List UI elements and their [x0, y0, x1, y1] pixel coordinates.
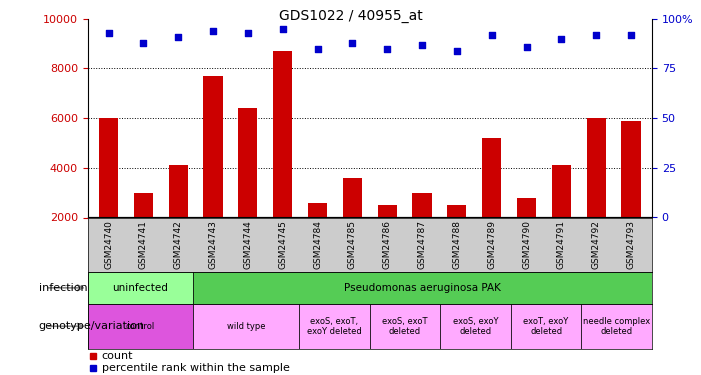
Bar — [587, 118, 606, 267]
Text: needle complex
deleted: needle complex deleted — [583, 316, 651, 336]
Bar — [308, 202, 327, 267]
Text: percentile rank within the sample: percentile rank within the sample — [102, 363, 290, 374]
Text: infection: infection — [39, 283, 87, 293]
Text: GSM24787: GSM24787 — [418, 220, 426, 269]
Point — [312, 46, 323, 52]
Point — [103, 30, 114, 36]
Bar — [88, 304, 193, 349]
Bar — [440, 304, 511, 349]
Bar — [343, 178, 362, 267]
Bar — [238, 108, 257, 267]
Text: GSM24784: GSM24784 — [313, 220, 322, 269]
Bar — [88, 272, 193, 304]
Text: GSM24789: GSM24789 — [487, 220, 496, 269]
Bar — [370, 304, 440, 349]
Text: exoS, exoT,
exoY deleted: exoS, exoT, exoY deleted — [307, 316, 362, 336]
Bar — [447, 205, 466, 267]
Bar — [622, 121, 641, 267]
Text: wild type: wild type — [227, 322, 266, 331]
Bar — [99, 118, 118, 267]
Bar — [134, 193, 153, 267]
Bar — [273, 51, 292, 267]
Bar — [299, 304, 370, 349]
Text: GSM24788: GSM24788 — [452, 220, 461, 269]
Text: GSM24793: GSM24793 — [627, 220, 636, 269]
Point — [521, 44, 532, 50]
Point — [486, 32, 497, 38]
Text: count: count — [102, 351, 133, 361]
Text: GSM24742: GSM24742 — [174, 220, 183, 269]
Point — [243, 30, 254, 36]
Bar — [581, 304, 652, 349]
Bar — [193, 304, 299, 349]
Bar — [517, 198, 536, 267]
Text: GSM24741: GSM24741 — [139, 220, 148, 269]
Point — [416, 42, 428, 48]
Text: exoT, exoY
deleted: exoT, exoY deleted — [524, 316, 569, 336]
Text: GDS1022 / 40955_at: GDS1022 / 40955_at — [278, 9, 423, 23]
Bar — [412, 193, 432, 267]
Text: Pseudomonas aeruginosa PAK: Pseudomonas aeruginosa PAK — [344, 283, 501, 293]
Text: exoS, exoT
deleted: exoS, exoT deleted — [382, 316, 428, 336]
Text: genotype/variation: genotype/variation — [39, 321, 144, 331]
Point — [172, 34, 184, 40]
Text: GSM24740: GSM24740 — [104, 220, 113, 269]
Text: GSM24785: GSM24785 — [348, 220, 357, 269]
Point — [347, 40, 358, 46]
Point — [625, 32, 637, 38]
Bar — [169, 165, 188, 267]
Text: GSM24743: GSM24743 — [208, 220, 217, 269]
Bar — [203, 76, 223, 267]
Text: GSM24744: GSM24744 — [243, 220, 252, 269]
Bar — [193, 272, 652, 304]
Text: uninfected: uninfected — [113, 283, 168, 293]
Bar — [482, 138, 501, 267]
Bar — [511, 304, 581, 349]
Bar — [552, 165, 571, 267]
Point — [590, 32, 601, 38]
Point — [556, 36, 567, 42]
Point — [381, 46, 393, 52]
Text: GSM24745: GSM24745 — [278, 220, 287, 269]
Point — [138, 40, 149, 46]
Text: GSM24791: GSM24791 — [557, 220, 566, 269]
Point — [277, 26, 288, 32]
Text: exoS, exoY
deleted: exoS, exoY deleted — [453, 316, 498, 336]
Text: GSM24792: GSM24792 — [592, 220, 601, 269]
Point — [207, 28, 219, 34]
Text: GSM24790: GSM24790 — [522, 220, 531, 269]
Text: control: control — [126, 322, 155, 331]
Point — [451, 48, 463, 54]
Bar — [378, 205, 397, 267]
Text: GSM24786: GSM24786 — [383, 220, 392, 269]
